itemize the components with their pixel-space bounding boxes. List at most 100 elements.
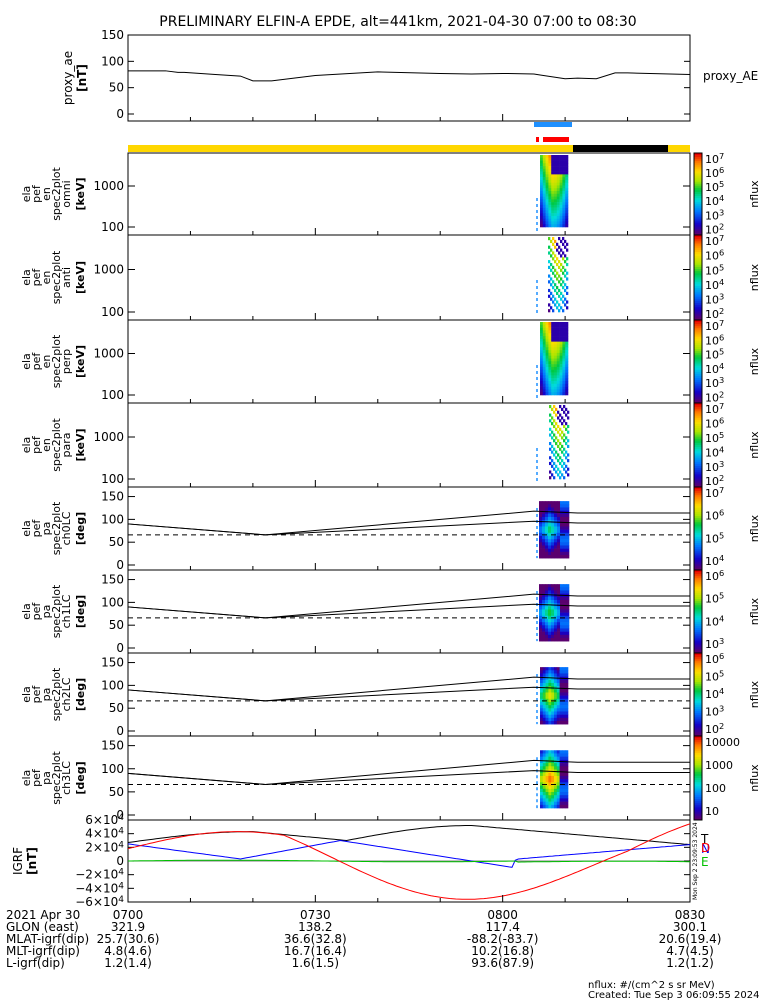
spectrogram-cell [559, 470, 562, 474]
spectrogram-cell [554, 204, 558, 208]
colorbar-swatch [694, 518, 702, 521]
spectrogram-cell [551, 416, 554, 420]
pitch-angle-cell [565, 670, 569, 674]
colorbar-label: nflux [748, 514, 761, 542]
colorbars: 107106105104103102nflux10710610510410310… [693, 151, 761, 821]
colorbar-swatch [694, 482, 702, 486]
spectrogram-cell [554, 157, 558, 161]
colorbar-swatch [694, 526, 702, 529]
pitch-angle-cell [565, 714, 569, 719]
colorbar-swatch [694, 271, 702, 274]
spectrogram-cell [540, 327, 544, 331]
pitch-angle-cell [554, 692, 558, 696]
pitch-angle-cell [559, 695, 563, 700]
pitch-angle-cell [563, 584, 567, 588]
spectrogram-cell [559, 405, 562, 409]
spectrogram-cell [559, 442, 562, 446]
spectrogram-cell [540, 199, 544, 203]
spectrogram-cell [559, 344, 563, 348]
spectrogram-cell [542, 199, 546, 203]
colorbar-swatch [694, 394, 702, 398]
spectrogram-cell [564, 297, 567, 301]
pitch-ytick-label: 50 [109, 535, 124, 549]
spectrogram-cell [551, 389, 555, 393]
energy-ytick-label: 1000 [93, 263, 124, 277]
pitch-angle-cell [539, 622, 543, 626]
pitch-angle-cell [545, 599, 549, 604]
pitch-angle-cell [565, 766, 569, 770]
pitch-angle-cell [554, 606, 558, 610]
pitch-angle-cell [563, 637, 567, 642]
spectrogram-cell [542, 185, 546, 189]
colorbar-swatch [694, 249, 702, 253]
ephemeris-value: 4.7(4.5) [666, 944, 714, 958]
pitch-angle-panel-label-line: pef [30, 685, 43, 704]
colorbar-swatch [694, 657, 702, 660]
pitch-angle-cell [554, 682, 558, 687]
spectrogram-cell [565, 422, 568, 426]
colorbar-swatch [694, 436, 702, 440]
spectrogram-cell [557, 467, 560, 471]
pitch-angle-cell [545, 804, 549, 809]
pitch-angle-cell [557, 637, 561, 642]
pitch-angle-cell [565, 779, 569, 783]
pitch-angle-cell [557, 535, 561, 540]
igrf-ylabel: IGRF [11, 847, 25, 875]
pitch-angle-cell [542, 593, 546, 598]
colorbar-swatch [694, 478, 702, 482]
colorbar-swatch [694, 799, 702, 802]
spectrogram-cell [556, 361, 560, 365]
colorbar-swatch [694, 748, 702, 752]
pitch-angle-cell [562, 682, 566, 687]
spectrogram-cell [548, 260, 551, 264]
pitch-angle-cell [542, 504, 546, 508]
spectrogram-cell [551, 199, 555, 203]
pitch-ytick-label: 50 [109, 618, 124, 632]
spectrogram-cell [551, 358, 555, 362]
pitch-angle-cell [563, 622, 567, 626]
colorbar-swatch [694, 177, 702, 181]
pitch-angle-cell [560, 551, 564, 556]
pitch-angle-cell [548, 670, 552, 674]
pitch-angle-cell [548, 711, 552, 715]
pitch-angle-cell [559, 692, 563, 696]
spectrogram-cell [565, 436, 568, 440]
pitch-angle-cell [545, 698, 549, 703]
spectrogram-cell [566, 271, 569, 275]
figure-title: PRELIMINARY ELFIN-A EPDE, alt=441km, 202… [159, 14, 636, 30]
spectrogram-cell [562, 237, 565, 241]
pitch-angle-cell [539, 542, 543, 546]
spectrogram-cell [551, 333, 555, 337]
pitch-angle-cell [548, 695, 552, 700]
pitch-angle-cell [540, 695, 544, 700]
spectrogram-cell [540, 160, 544, 164]
pitch-angle-cell [559, 711, 563, 715]
pitch-angle-cell [548, 676, 552, 681]
spectrogram-cell [556, 333, 560, 337]
pitch-angle-cell [560, 584, 564, 588]
colorbar-swatch [694, 480, 702, 484]
spectrogram-cell [565, 160, 569, 164]
spectrogram-cell [559, 210, 563, 214]
energy-ytick-label: 100 [101, 388, 124, 402]
pitch-angle-cell [557, 539, 561, 543]
pitch-angle-cell [560, 513, 564, 518]
spectrogram-cell [548, 383, 552, 387]
colorbar-swatch [694, 484, 702, 488]
pitch-angle-cell [548, 798, 552, 802]
colorbar-swatch [694, 761, 702, 764]
spectrogram-cell [554, 182, 558, 186]
anti-loss-cone-line [127, 759, 690, 785]
spectrogram-cell [557, 439, 560, 443]
pitch-angle-cell [545, 750, 549, 754]
colorbar-swatch [694, 615, 702, 619]
pitch-angle-cell [560, 548, 564, 553]
colorbar-swatch [694, 686, 702, 689]
pitch-angle-cell [563, 513, 567, 518]
spectrogram-cell [555, 427, 558, 431]
spectrogram-cell [559, 383, 563, 387]
colorbar-swatch [694, 538, 702, 542]
spectrogram-cell [565, 352, 569, 356]
spectrogram-cell [545, 344, 549, 348]
